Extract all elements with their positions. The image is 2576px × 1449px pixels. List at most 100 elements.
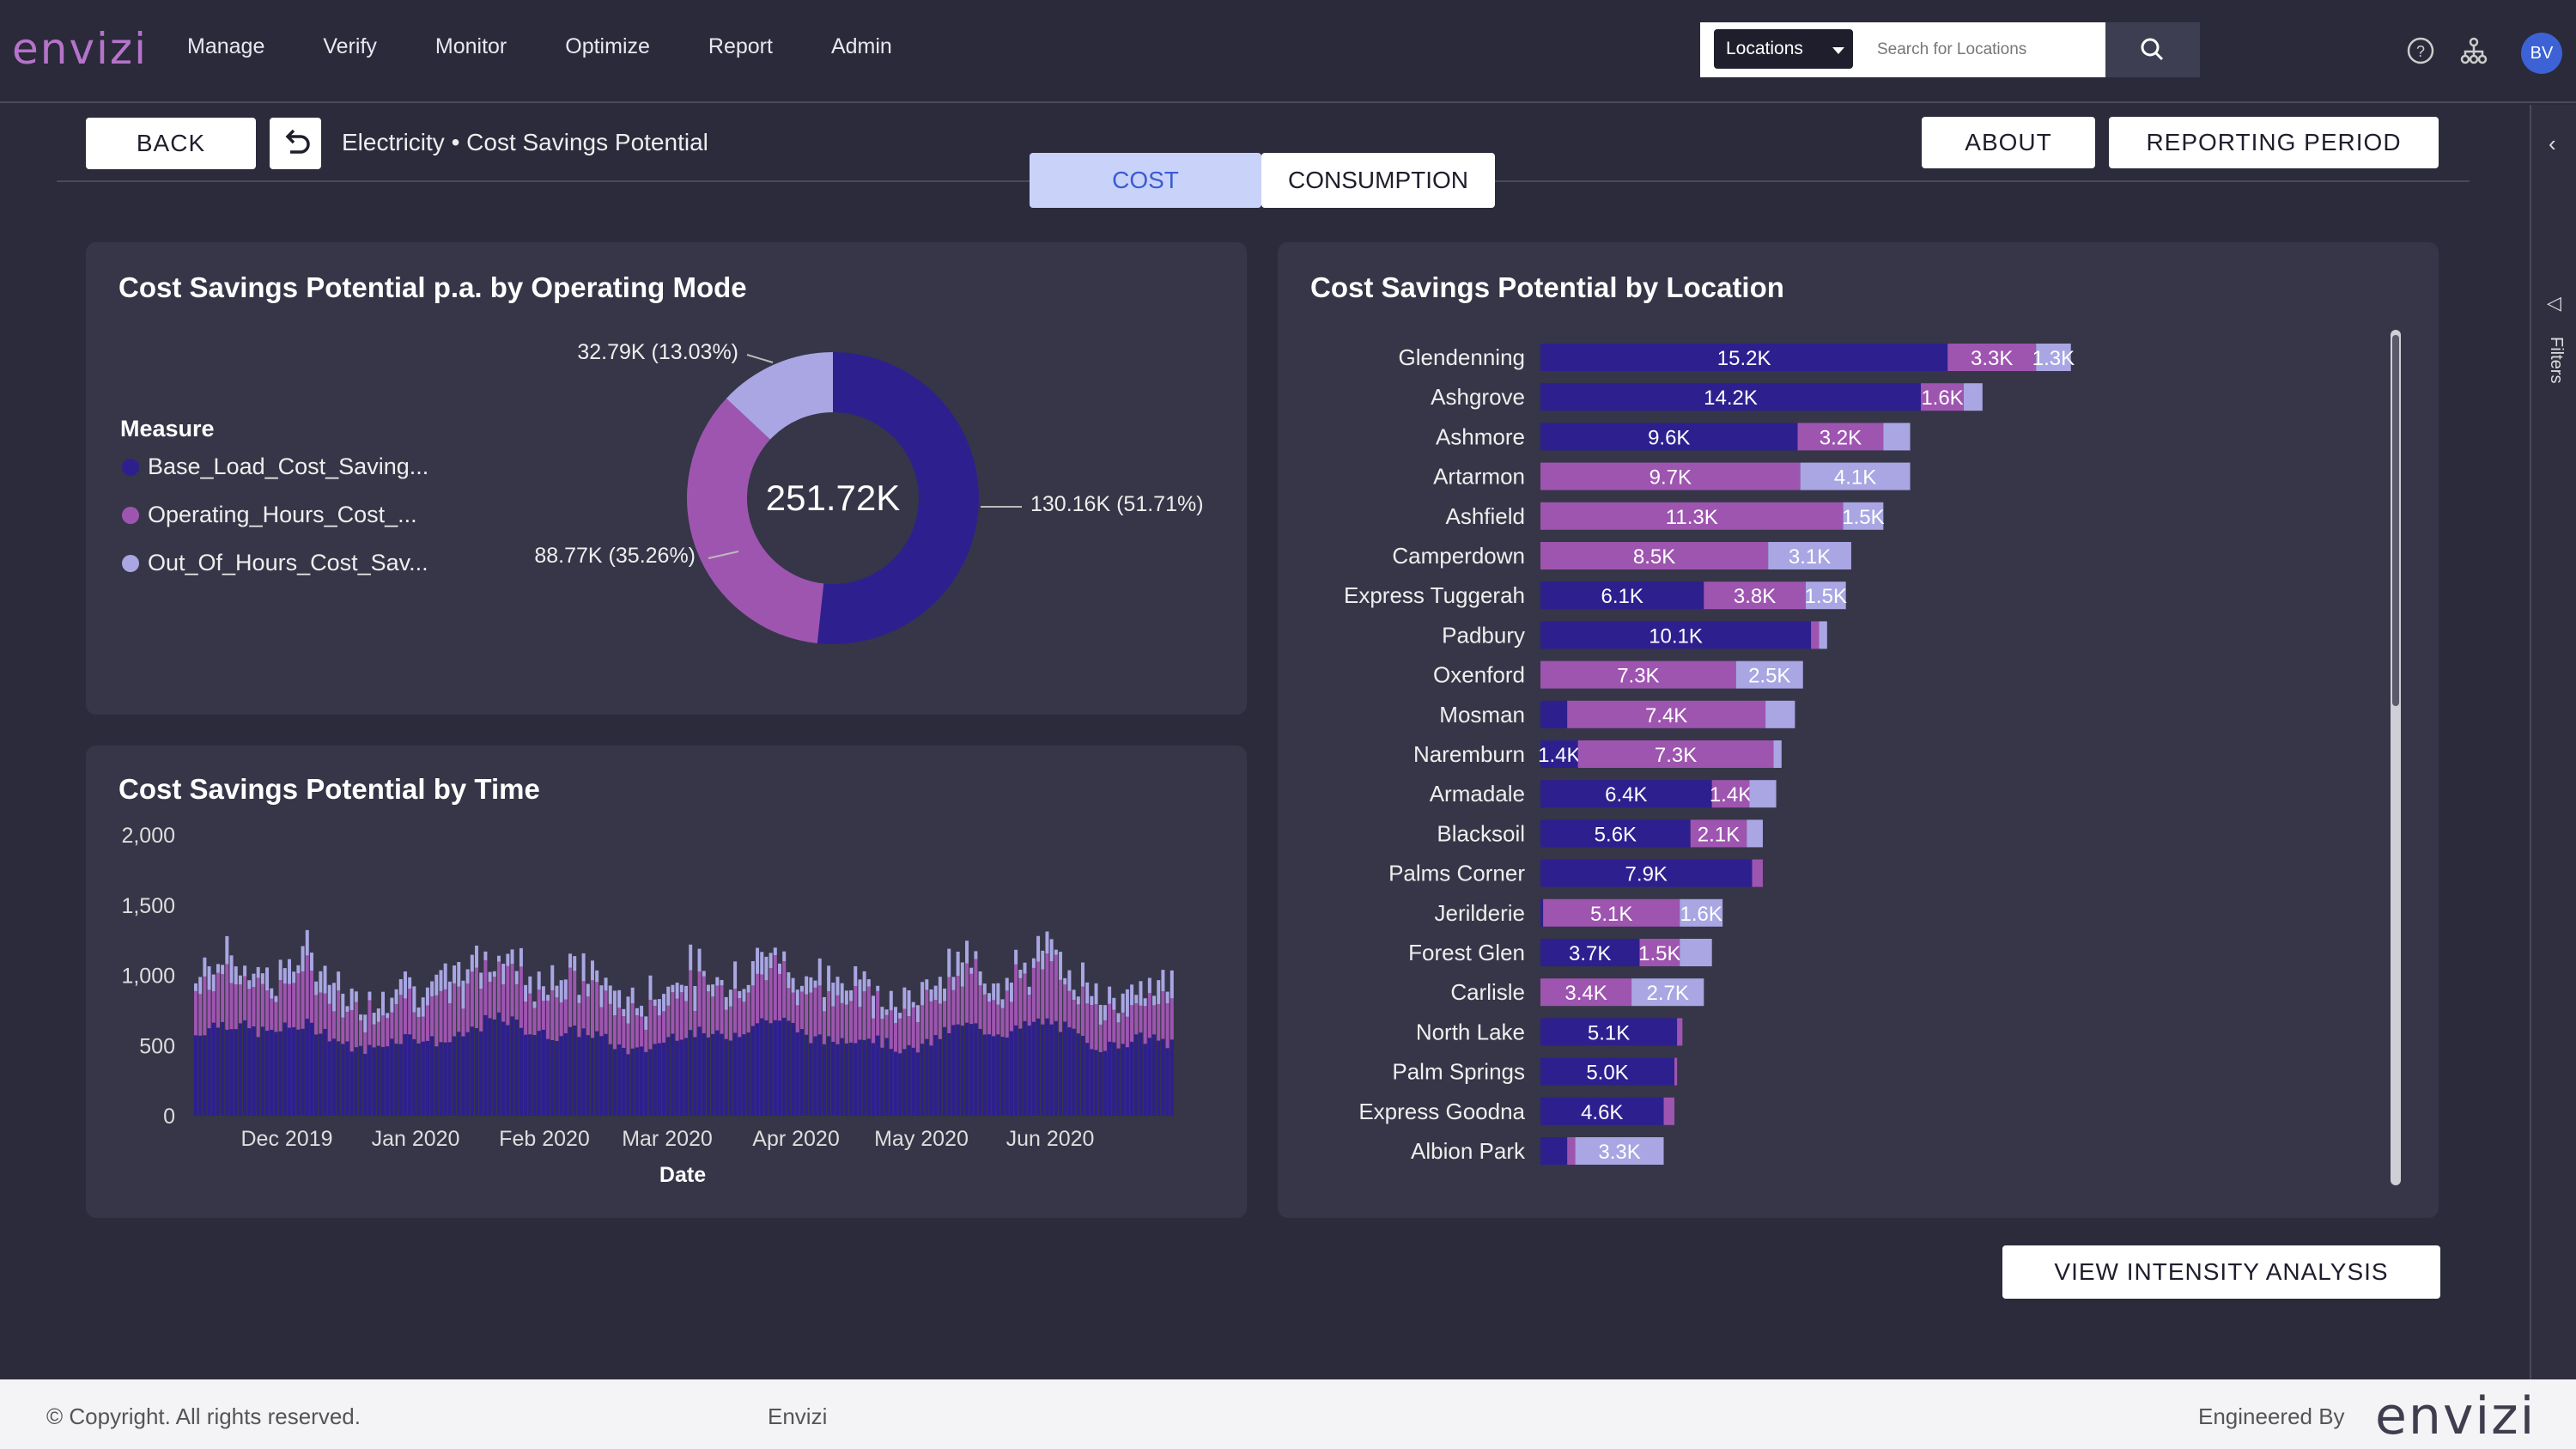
search-button[interactable] (2105, 22, 2200, 77)
reporting-period-button[interactable]: REPORTING PERIOD (2109, 117, 2439, 168)
time-bar-segment (738, 990, 742, 999)
time-bar-segment (457, 1032, 461, 1116)
nav-item-monitor[interactable]: Monitor (434, 34, 507, 58)
nav-item-report[interactable]: Report (708, 34, 773, 58)
search-scope-value: Locations (1726, 39, 1803, 58)
location-label: Carlisle (1450, 979, 1525, 1005)
view-intensity-analysis-button[interactable]: VIEW INTENSITY ANALYSIS (2002, 1245, 2440, 1299)
time-bar-segment (359, 1020, 363, 1046)
location-bar-segment (1540, 502, 1844, 530)
time-bar-segment (854, 1043, 858, 1116)
time-bar-segment (756, 973, 760, 1024)
time-bar-segment (635, 1015, 639, 1048)
time-bar-segment (648, 999, 653, 1050)
svg-text:?: ? (2416, 43, 2425, 60)
legend-item-base-load[interactable]: Base_Load_Cost_Saving... (122, 454, 428, 480)
search-input[interactable] (1863, 22, 2105, 77)
location-bar-segment (1704, 581, 1806, 610)
time-bar-segment (1072, 989, 1076, 1001)
filter-collapse-icon[interactable]: ◁ (2547, 292, 2561, 314)
location-bar-segment (1773, 740, 1782, 768)
x-tick-label: May 2020 (874, 1127, 969, 1151)
time-bar-segment (270, 988, 274, 999)
time-bar-segment (1063, 984, 1067, 1022)
time-bar-segment (1134, 995, 1139, 1004)
tab-cost[interactable]: COST (1030, 153, 1261, 208)
location-scrollbar-track[interactable] (2391, 330, 2401, 1185)
location-label: Ashmore (1436, 423, 1525, 449)
time-bar-segment (902, 1049, 907, 1116)
time-bar-segment (1059, 979, 1063, 1032)
time-bar-segment (987, 1034, 991, 1116)
time-bar-segment (1098, 1004, 1103, 1025)
time-bar-segment (782, 951, 787, 962)
time-bar-segment (532, 1008, 537, 1036)
bar-data-label: 6.1K (1601, 585, 1643, 608)
time-bar-segment (221, 1021, 225, 1116)
time-bar-segment (951, 989, 956, 1026)
time-bar-segment (546, 995, 550, 1001)
time-bar-segment (813, 980, 817, 988)
time-bar-segment (403, 998, 407, 1035)
time-bar-segment (283, 983, 287, 1023)
time-bar-segment (559, 1002, 563, 1037)
time-bar-segment (733, 989, 738, 1033)
chevron-left-icon[interactable]: ‹ (2549, 131, 2556, 156)
time-bar-segment (822, 1011, 826, 1044)
location-label: Jerilderie (1435, 900, 1526, 926)
x-tick-label: Apr 2020 (752, 1127, 839, 1151)
nav-item-verify[interactable]: Verify (323, 34, 377, 58)
back-button[interactable]: BACK (86, 118, 256, 169)
time-bar-segment (817, 1034, 822, 1116)
time-bar-segment (974, 1023, 978, 1116)
avatar[interactable]: BV (2521, 33, 2562, 74)
time-bar-segment (728, 1040, 732, 1116)
time-bar-segment (492, 977, 496, 1020)
time-bar-segment (969, 967, 974, 974)
time-bar-segment (822, 996, 826, 1012)
time-bar-segment (337, 1041, 341, 1116)
time-bar-segment (479, 1031, 483, 1116)
time-bar-segment (296, 1029, 301, 1116)
help-icon[interactable]: ? (2406, 36, 2435, 65)
time-bar-segment (461, 980, 465, 1009)
tab-consumption[interactable]: CONSUMPTION (1261, 153, 1495, 208)
donut-center-label: 251.72K (766, 478, 900, 518)
time-bar-segment (1112, 1042, 1116, 1116)
time-bar-segment (612, 990, 617, 1016)
time-bar-segment (630, 1003, 635, 1049)
nav-item-manage[interactable]: Manage (187, 34, 265, 58)
time-bar-segment (211, 991, 216, 1023)
bar-data-label: 8.5K (1633, 545, 1675, 569)
time-bar-segment (1147, 993, 1151, 1038)
time-bar-segment (889, 1049, 893, 1116)
time-bar-segment (956, 951, 960, 977)
time-bar-segment (1036, 1018, 1041, 1116)
location-bar-segment (1540, 898, 1544, 927)
nav-item-optimize[interactable]: Optimize (565, 34, 650, 58)
location-bar-segment (1639, 939, 1680, 966)
time-bar-segment (421, 997, 425, 1017)
undo-button[interactable] (270, 118, 321, 169)
time-bar-segment (305, 929, 309, 956)
time-bar-segment (617, 989, 622, 1008)
time-bar-segment (782, 1017, 787, 1116)
time-bar-segment (1170, 998, 1174, 1040)
legend-item-operating-hours[interactable]: Operating_Hours_Cost_... (122, 502, 417, 528)
time-bar-segment (412, 1012, 416, 1039)
envizi-logo[interactable]: envizi (12, 24, 149, 74)
time-bar-segment (854, 965, 858, 986)
filters-label[interactable]: Filters (2547, 337, 2566, 384)
x-tick-label: Mar 2020 (622, 1127, 713, 1151)
legend-item-out-of-hours[interactable]: Out_Of_Hours_Cost_Sav... (122, 550, 428, 576)
search-scope-select[interactable]: Locations (1700, 22, 1863, 77)
location-scrollbar-thumb[interactable] (2392, 335, 2399, 706)
time-bar-segment (274, 995, 278, 1002)
time-bar-segment (992, 1036, 996, 1116)
time-bar-segment (563, 979, 568, 1000)
hierarchy-icon[interactable] (2459, 36, 2488, 65)
time-bar-segment (292, 1027, 296, 1116)
time-bar-segment (519, 1027, 523, 1116)
about-button[interactable]: ABOUT (1922, 117, 2095, 168)
nav-item-admin[interactable]: Admin (830, 34, 892, 58)
